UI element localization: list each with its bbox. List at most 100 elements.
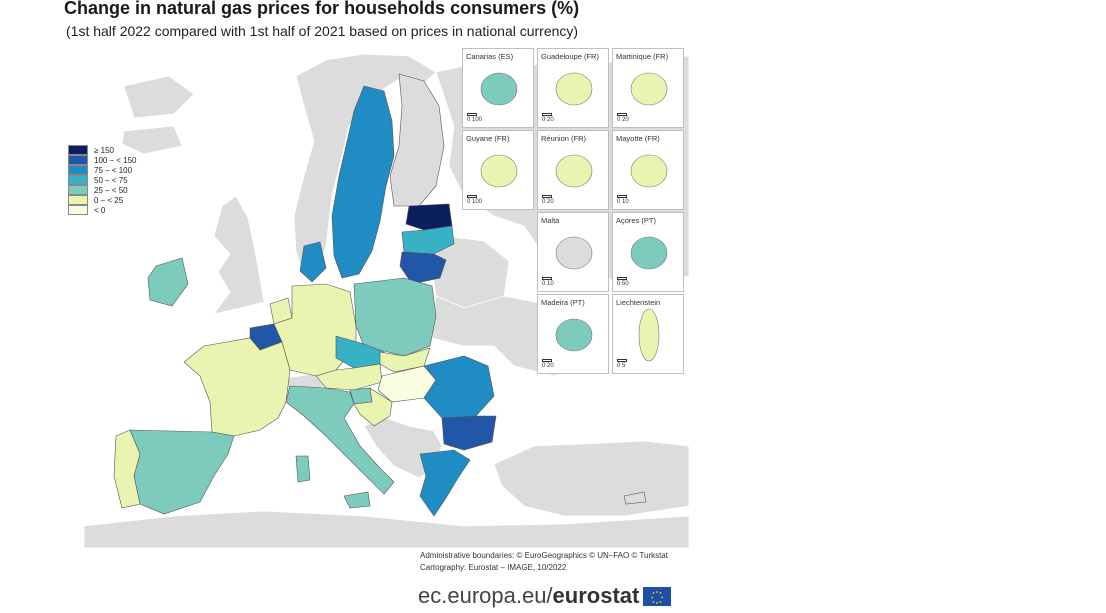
inset-panel: Guyane (FR) 0 100 (462, 130, 534, 210)
scale-text: 0 100 (467, 117, 483, 123)
inset-label: Martinique (FR) (616, 52, 669, 61)
credits: Administrative boundaries: © EuroGeograp… (420, 550, 668, 574)
scale-bar-icon (617, 359, 627, 362)
scale-bar-icon (617, 113, 627, 116)
north-africa-land (83, 510, 689, 548)
inset-panel: Madeira (PT) 0 20 (537, 294, 609, 374)
inset-scale: 0 50 (617, 277, 629, 287)
inset-label: Guadeloupe (FR) (541, 52, 599, 61)
norway-land (293, 53, 437, 279)
inset-scale: 0 10 (542, 277, 554, 287)
poland-region (353, 277, 437, 357)
legend-item: 25 – < 50 (68, 185, 136, 195)
inset-shape (555, 154, 593, 188)
greenland-land (123, 75, 195, 119)
denmark-region (299, 241, 327, 283)
inset-label: Malta (541, 216, 560, 225)
inset-panel: Martinique (FR) 0 20 (612, 48, 684, 128)
scale-bar-icon (467, 113, 477, 116)
inset-shape (480, 72, 518, 106)
bulgaria-region (441, 415, 497, 451)
inset-shape (480, 154, 518, 188)
legend-swatch (68, 195, 88, 205)
inset-label: Mayotte (FR) (616, 134, 660, 143)
scale-bar-icon (542, 113, 552, 116)
legend-swatch (68, 185, 88, 195)
inset-scale: 0 10 (617, 195, 629, 205)
inset-panel: Mayotte (FR) 0 10 (612, 130, 684, 210)
inset-scale: 0 20 (542, 359, 554, 369)
legend-item: ≥ 150 (68, 145, 136, 155)
inset-label: Canarias (ES) (466, 52, 514, 61)
inset-panel: Réunion (FR) 0 20 (537, 130, 609, 210)
footer-url: ec.europa.eu/ (418, 583, 553, 608)
sweden-region (331, 85, 395, 279)
inset-label: Açores (PT) (616, 216, 657, 225)
france-region (183, 337, 291, 437)
inset-panel: Açores (PT) 0 50 (612, 212, 684, 292)
uk-land (213, 195, 265, 315)
legend-swatch (68, 155, 88, 165)
legend-item: < 0 (68, 205, 136, 215)
lithuania-region (399, 251, 447, 285)
inset-scale: 0 20 (542, 195, 554, 205)
inset-panel: Malta 0 10 (537, 212, 609, 292)
legend-label: < 0 (94, 205, 106, 215)
inset-label: Liechtenstein (616, 298, 661, 307)
scale-text: 0 20 (542, 363, 554, 369)
estonia-region (405, 203, 453, 231)
legend-item: 100 – < 150 (68, 155, 136, 165)
iceland-land (121, 125, 183, 155)
scale-bar-icon (617, 277, 627, 280)
scale-text: 0 20 (542, 117, 554, 123)
inset-shape (555, 72, 593, 106)
turkey-land (493, 440, 689, 517)
inset-panel: Liechtenstein 0 5 (612, 294, 684, 374)
inset-panels: Canarias (ES) 0 100 Guadeloupe (FR) 0 20 Mar… (462, 48, 689, 378)
legend-item: 50 – < 75 (68, 175, 136, 185)
scale-bar-icon (542, 195, 552, 198)
footer-brand: ec.europa.eu/ eurostat (418, 583, 672, 609)
inset-shape (630, 154, 668, 188)
scale-bar-icon (617, 195, 627, 198)
scale-bar-icon (467, 195, 477, 198)
croatia-region (353, 387, 393, 427)
sardinia-region (295, 455, 311, 483)
scale-text: 0 5 (617, 363, 626, 369)
scale-text: 0 100 (467, 199, 483, 205)
legend-label: 25 – < 50 (94, 185, 128, 195)
scale-text: 0 20 (617, 117, 629, 123)
inset-shape (630, 236, 668, 270)
scale-text: 0 10 (617, 199, 629, 205)
ireland-region (147, 257, 189, 307)
inset-shape (555, 318, 593, 352)
legend-label: 75 – < 100 (94, 165, 133, 175)
scale-text: 0 20 (542, 199, 554, 205)
inset-scale: 0 20 (617, 113, 629, 123)
sicily-region (343, 491, 371, 509)
spain-region (129, 429, 235, 515)
greece-region (419, 449, 471, 517)
legend-label: 100 – < 150 (94, 155, 137, 165)
credits-boundaries: Administrative boundaries: © EuroGeograp… (420, 551, 669, 560)
legend-swatch (68, 205, 88, 215)
chart-subtitle: (1st half 2022 compared with 1st half of… (66, 23, 579, 39)
credits-cartography: Cartography: Eurostat – IMAGE, 10/2022 (420, 563, 567, 572)
inset-scale: 0 20 (542, 113, 554, 123)
legend-swatch (68, 145, 88, 155)
italy-region (285, 385, 395, 495)
scale-bar-icon (542, 359, 552, 362)
legend-item: 0 – < 25 (68, 195, 136, 205)
inset-scale: 0 5 (617, 359, 627, 369)
legend-label: 50 – < 75 (94, 175, 128, 185)
footer-eurostat: eurostat (552, 583, 640, 608)
legend: ≥ 150 100 – < 150 75 – < 100 50 – < 75 25 – … (68, 145, 136, 215)
inset-scale: 0 100 (467, 195, 482, 205)
finland-region (389, 73, 445, 207)
inset-panel: Canarias (ES) 0 100 (462, 48, 534, 128)
austria-region (315, 363, 383, 391)
inset-shape (630, 72, 668, 106)
inset-shape (638, 308, 660, 362)
scale-text: 0 10 (542, 281, 554, 287)
inset-panel: Guadeloupe (FR) 0 20 (537, 48, 609, 128)
